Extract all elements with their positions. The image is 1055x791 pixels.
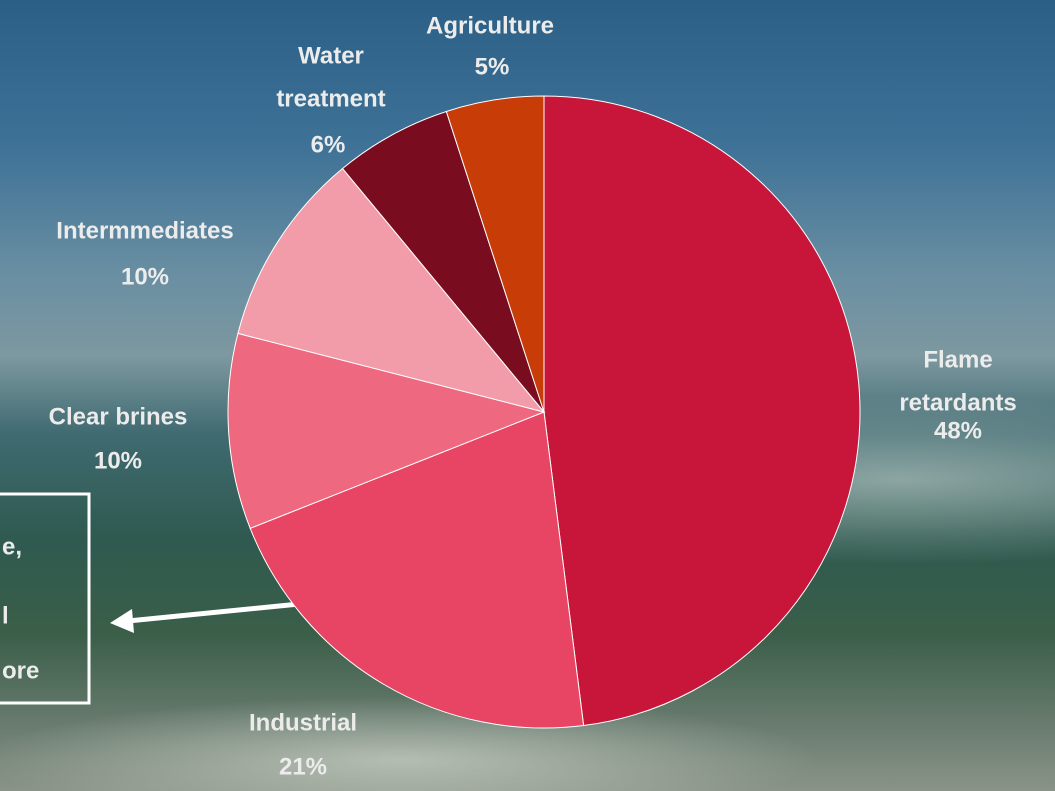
pie-slice bbox=[445, 95, 545, 413]
slice-label: Flame retardants bbox=[899, 347, 1016, 417]
pie-slice bbox=[341, 110, 545, 413]
slice-value-label: 48% bbox=[934, 417, 982, 444]
slice-value-label: 10% bbox=[94, 447, 142, 474]
slice-value-label: 5% bbox=[475, 53, 510, 80]
pie bbox=[227, 95, 861, 729]
callout-text: e, bbox=[2, 533, 22, 560]
slice-label: Clear brines bbox=[49, 403, 188, 430]
pie-slice bbox=[249, 411, 585, 729]
callout-text: l bbox=[2, 602, 9, 629]
callout-text: ore bbox=[2, 657, 39, 684]
slice-label: Water treatment bbox=[276, 43, 385, 113]
slice-value-label: 6% bbox=[311, 131, 346, 158]
pie-slice bbox=[227, 332, 546, 529]
slice-label: Intermmediates bbox=[56, 217, 233, 244]
arrow-head bbox=[110, 609, 134, 633]
slice-label: Industrial bbox=[249, 709, 357, 736]
callout-box bbox=[0, 492, 91, 705]
pie-slice bbox=[543, 95, 861, 727]
pie-slice bbox=[237, 167, 546, 413]
slice-value-label: 21% bbox=[279, 753, 327, 780]
slice-value-label: 10% bbox=[121, 263, 169, 290]
slice-label: Agriculture bbox=[426, 12, 554, 39]
